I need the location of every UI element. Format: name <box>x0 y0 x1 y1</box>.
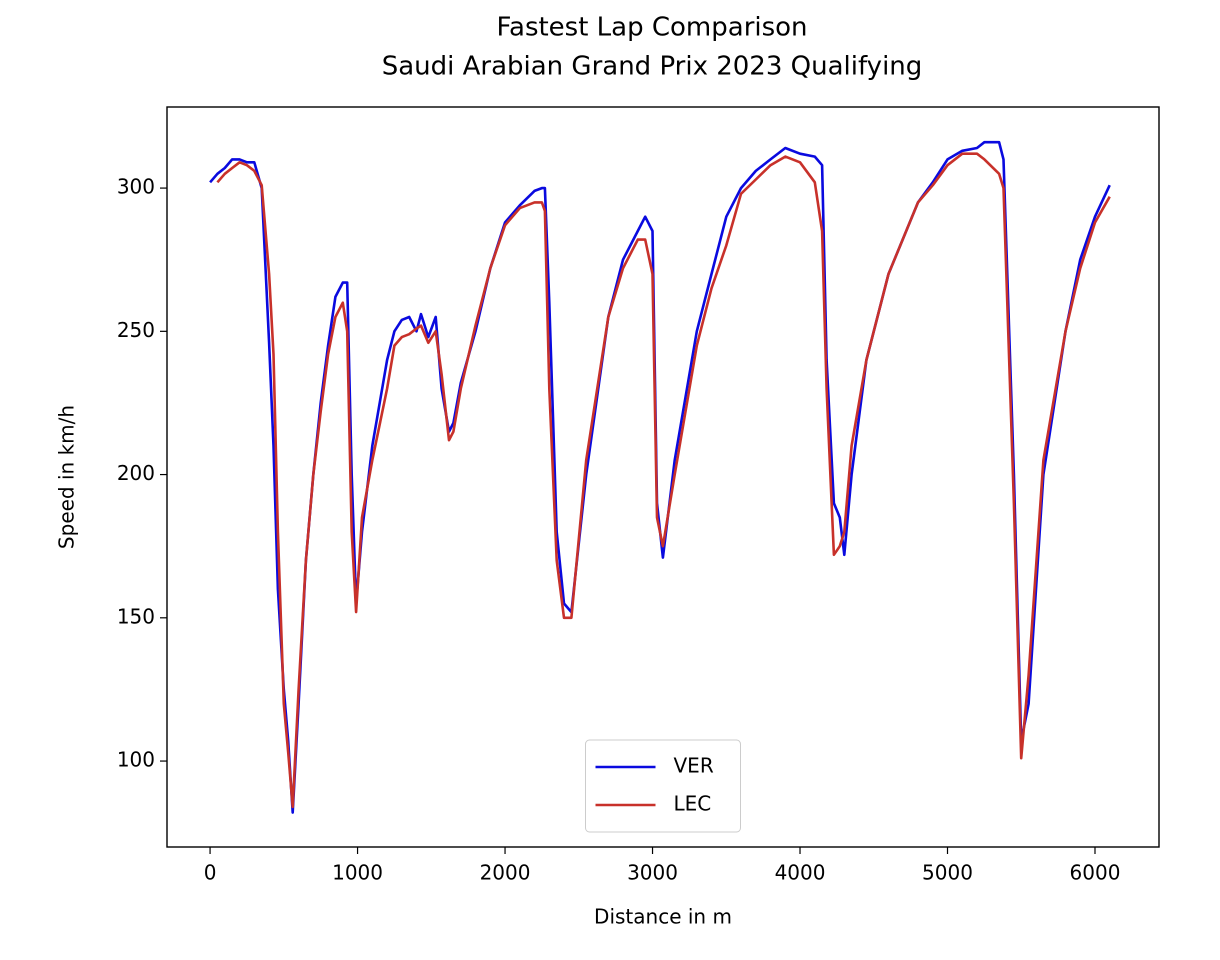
y-tick-label: 200 <box>117 461 155 485</box>
x-tick-label: 4000 <box>775 861 826 885</box>
y-axis-label: Speed in km/h <box>55 405 79 549</box>
legend-label: VER <box>674 754 714 778</box>
legend-box <box>585 739 741 833</box>
x-tick-label: 0 <box>204 861 217 885</box>
x-axis-label: Distance in m <box>594 905 732 929</box>
x-tick-label: 3000 <box>627 861 678 885</box>
x-tick-label: 5000 <box>922 861 973 885</box>
x-tick-label: 1000 <box>332 861 383 885</box>
chart-title: Fastest Lap Comparison <box>496 13 807 43</box>
y-tick-label: 100 <box>117 748 155 772</box>
x-tick-label: 2000 <box>480 861 531 885</box>
x-tick-label: 6000 <box>1070 861 1121 885</box>
y-tick-label: 150 <box>117 604 155 628</box>
y-tick-label: 300 <box>117 175 155 199</box>
series-line <box>216 152 1111 809</box>
plot-frame <box>166 106 1160 848</box>
y-tick-label: 250 <box>117 318 155 342</box>
series-line <box>209 140 1111 814</box>
legend-label: LEC <box>674 792 712 816</box>
chart-subtitle: Saudi Arabian Grand Prix 2023 Qualifying <box>382 52 923 82</box>
